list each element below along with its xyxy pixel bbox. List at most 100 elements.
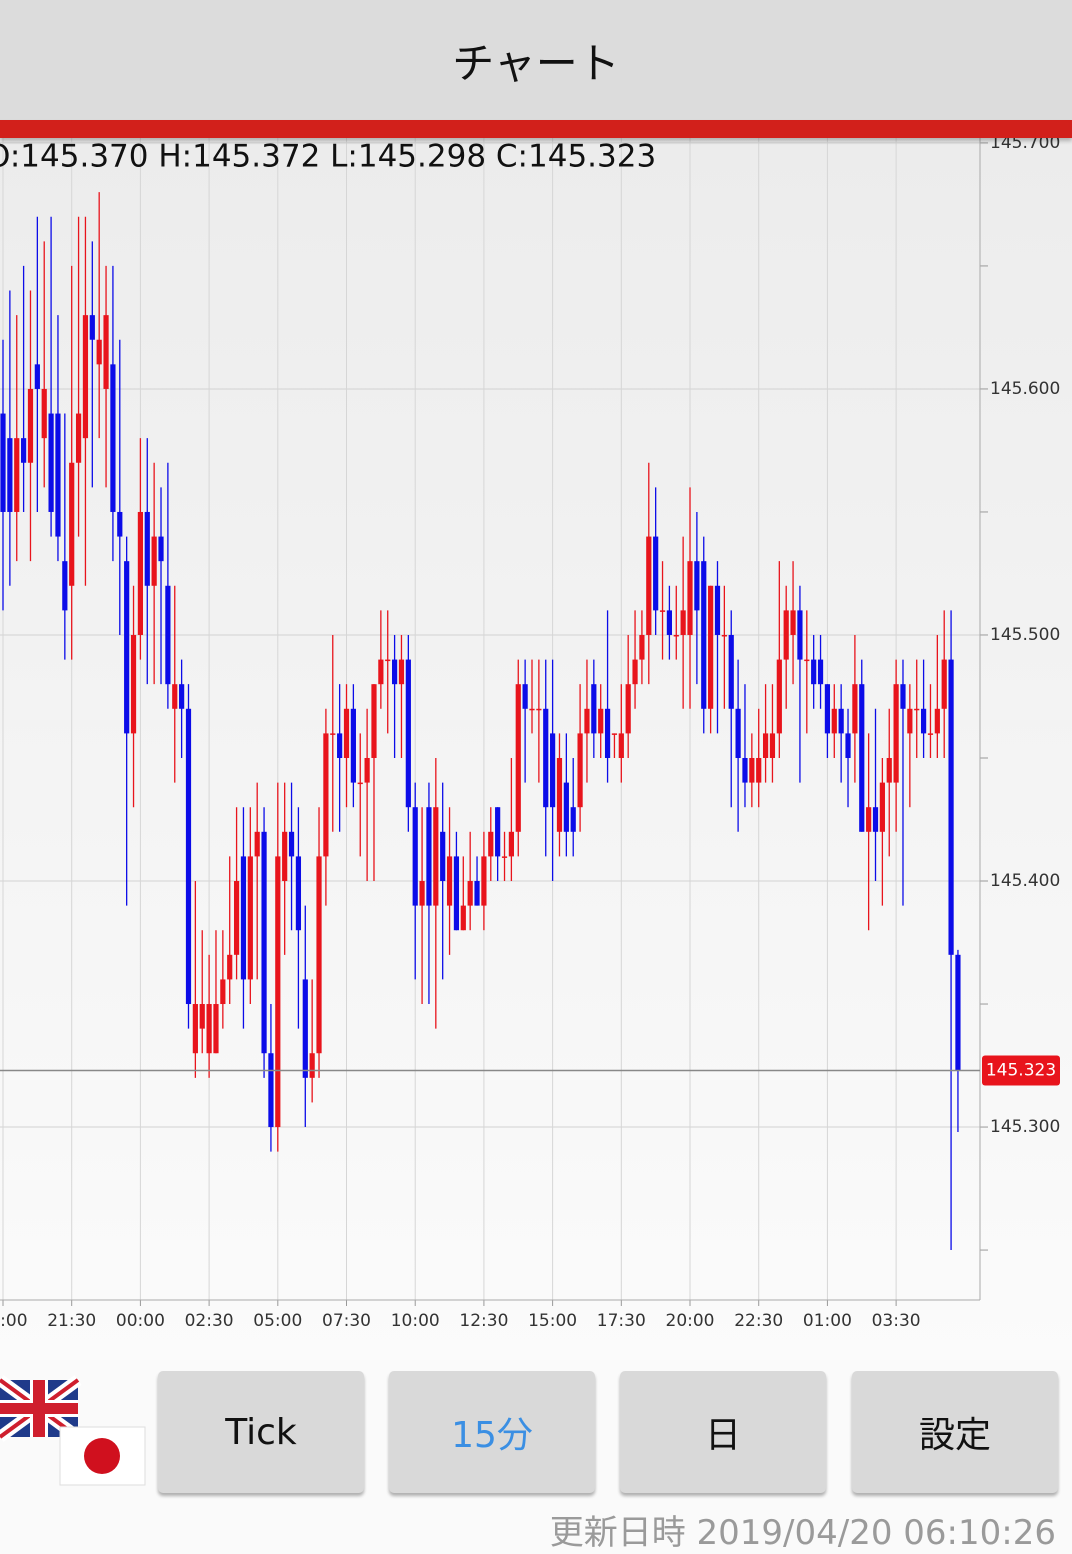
candle-body <box>646 536 652 635</box>
candle-body <box>350 708 356 783</box>
candle-body <box>817 659 824 685</box>
candle-body <box>261 831 267 1054</box>
candle-body <box>543 708 549 808</box>
candle-body <box>694 561 700 611</box>
timeframe-button[interactable]: 設定 <box>852 1371 1058 1493</box>
candle-body <box>165 585 171 685</box>
y-tick-label: 145.500 <box>990 625 1060 645</box>
x-tick-label: 12:30 <box>459 1311 508 1331</box>
candle-body <box>398 659 405 685</box>
candle-body <box>563 782 569 832</box>
candle-body <box>522 684 528 709</box>
candle-body <box>845 733 851 758</box>
candle-body <box>907 708 913 734</box>
candle-body <box>144 511 150 586</box>
update-datetime: 2019/04/20 06:10:26 <box>696 1513 1056 1553</box>
candle-body <box>89 315 95 340</box>
timeframe-button[interactable]: 15分 <box>389 1371 595 1493</box>
candle-body <box>426 807 432 906</box>
candle-body <box>295 856 302 931</box>
candle-body <box>192 1004 198 1054</box>
x-tick-label: 19:00 <box>0 1311 28 1331</box>
timeframe-button[interactable]: 日 <box>620 1371 826 1493</box>
candle-body <box>137 511 144 635</box>
candle-body <box>893 684 899 783</box>
candle-body <box>21 438 27 463</box>
candle-body <box>955 954 961 1071</box>
update-label: 更新日時 <box>549 1513 686 1553</box>
candle-body <box>811 659 817 685</box>
candle-body <box>453 856 460 931</box>
candle-body <box>879 782 885 832</box>
candle-body <box>220 979 226 1005</box>
candle-body <box>412 807 418 906</box>
candle-body <box>577 733 583 808</box>
candle-body <box>632 659 638 685</box>
candle-body <box>570 807 576 832</box>
candle-body <box>240 856 247 980</box>
candle-body <box>0 413 6 512</box>
candle-body <box>323 733 329 857</box>
candle-body <box>275 856 281 1128</box>
candle-body <box>591 684 597 734</box>
candle-body <box>495 807 501 857</box>
candle-body <box>742 757 748 783</box>
last-price-box <box>982 1055 1060 1086</box>
candle-body <box>158 536 164 562</box>
candle-body <box>550 733 556 808</box>
candle-body <box>653 536 659 611</box>
candle-body <box>14 438 20 512</box>
candle-body <box>460 905 466 931</box>
candle-body <box>783 610 789 660</box>
candle-body <box>762 733 769 758</box>
candle-body <box>872 807 879 832</box>
candle-body <box>82 315 89 439</box>
candle-body <box>316 856 322 1054</box>
candle-body <box>687 561 693 635</box>
candle-body <box>536 708 542 711</box>
candle-body <box>659 610 666 612</box>
candle-body <box>866 807 872 832</box>
candle-body <box>96 339 102 365</box>
candle-body <box>75 413 82 463</box>
candle-body <box>886 757 892 783</box>
candle-body <box>666 610 673 635</box>
timeframe-button[interactable]: Tick <box>158 1371 364 1493</box>
candle-body <box>254 831 260 857</box>
candle-body <box>852 684 858 734</box>
candle-body <box>941 659 947 709</box>
candle-body <box>838 708 844 734</box>
candle-body <box>831 708 837 734</box>
candle-body <box>151 536 157 586</box>
candle-body <box>467 881 473 906</box>
candle-body <box>172 684 178 709</box>
candle-body <box>756 757 762 783</box>
candle-body <box>7 438 13 512</box>
plot-background <box>0 130 1072 1360</box>
candle-body <box>598 708 604 734</box>
candle-body <box>948 659 954 955</box>
candle-body <box>27 388 34 463</box>
candle-body <box>330 733 336 735</box>
accent-bar <box>0 120 1072 138</box>
x-tick-label: 01:00 <box>803 1311 852 1331</box>
candle-body <box>213 1004 219 1054</box>
candle-body <box>900 684 906 709</box>
x-tick-label: 20:00 <box>666 1311 715 1331</box>
x-tick-label: 00:00 <box>116 1311 165 1331</box>
candle-body <box>337 733 343 758</box>
candle-body <box>515 684 521 832</box>
x-tick-label: 15:00 <box>528 1311 577 1331</box>
candle-body <box>185 708 192 1005</box>
candle-body <box>604 708 611 758</box>
candle-body <box>48 413 54 512</box>
candle-body <box>680 610 686 635</box>
candle-body <box>708 585 714 709</box>
candle-body <box>556 757 563 832</box>
y-tick-label: 145.400 <box>990 871 1060 891</box>
uk-flag <box>0 1375 82 1442</box>
candle-body <box>440 831 446 882</box>
x-tick-label: 17:30 <box>597 1311 646 1331</box>
candle-body <box>790 610 796 635</box>
x-tick-label: 21:30 <box>47 1311 96 1331</box>
